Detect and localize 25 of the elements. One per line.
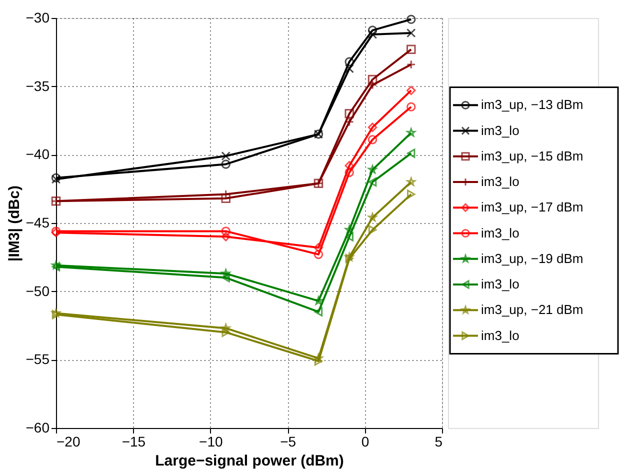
legend-label: im3_lo <box>481 328 520 343</box>
legend-label: im3_up, −21 dBm <box>481 302 584 318</box>
x-tick-label: −20 <box>56 434 80 450</box>
x-axis-title: Large−signal power (dBm) <box>155 452 344 470</box>
x-tick-label: −5 <box>280 434 296 450</box>
legend-label: im3_up, −17 dBm <box>481 200 584 215</box>
legend-label: im3_lo <box>481 276 520 292</box>
y-tick-label: −40 <box>26 146 50 162</box>
legend-label: im3_lo <box>481 122 520 138</box>
legend-label: im3_lo <box>481 174 520 189</box>
x-tick-label: −10 <box>199 434 223 450</box>
legend-label: im3_up, −19 dBm <box>481 250 584 266</box>
legend-label: im3_up, −13 dBm <box>481 97 584 112</box>
x-tick-label: 0 <box>361 434 370 450</box>
y-tick-label: −50 <box>26 282 50 299</box>
x-tick-label: 5 <box>434 434 443 450</box>
y-tick-label: −30 <box>26 10 50 26</box>
y-tick-label: −35 <box>26 78 50 94</box>
legend-label: im3_up, −15 dBm <box>481 148 584 164</box>
y-tick-label: −60 <box>26 420 50 436</box>
legend-label: im3_lo <box>481 225 520 240</box>
y-tick-label: −45 <box>26 214 50 230</box>
x-tick-label: −15 <box>122 434 146 450</box>
y-tick-label: −55 <box>26 351 50 368</box>
y-axis-title: |IM3| (dBc) <box>6 186 23 262</box>
